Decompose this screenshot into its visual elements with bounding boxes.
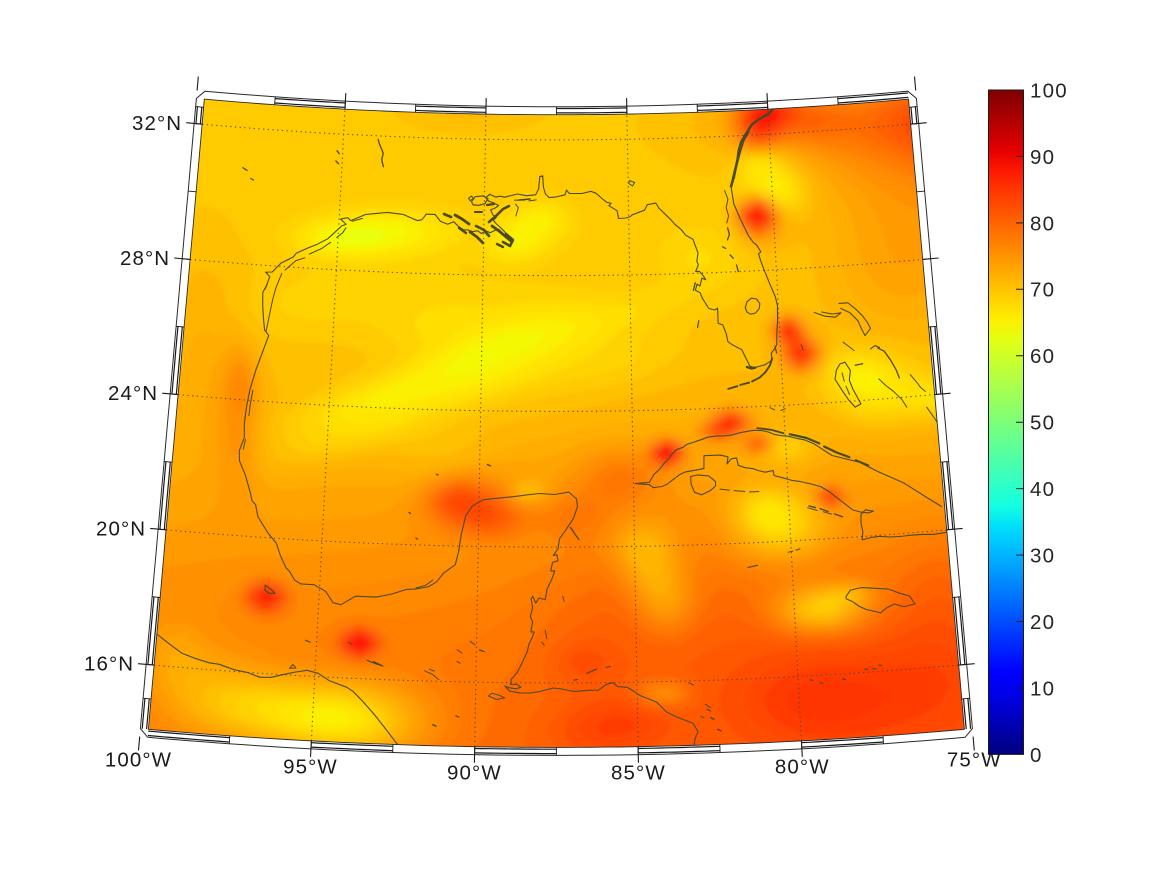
svg-text:80°W: 80°W xyxy=(775,756,830,779)
svg-text:40: 40 xyxy=(1030,478,1055,501)
svg-text:95°W: 95°W xyxy=(283,756,338,779)
svg-text:90°W: 90°W xyxy=(447,761,502,784)
svg-text:100°W: 100°W xyxy=(105,748,172,771)
svg-text:80: 80 xyxy=(1030,212,1055,235)
svg-text:10: 10 xyxy=(1030,677,1055,700)
svg-text:30: 30 xyxy=(1030,545,1055,568)
svg-text:85°W: 85°W xyxy=(611,761,666,784)
svg-text:60: 60 xyxy=(1030,345,1055,368)
svg-text:90: 90 xyxy=(1030,146,1055,169)
svg-text:32°N: 32°N xyxy=(132,112,182,135)
svg-text:20°N: 20°N xyxy=(96,518,146,541)
svg-text:50: 50 xyxy=(1030,412,1055,435)
svg-text:70: 70 xyxy=(1030,279,1055,302)
svg-text:28°N: 28°N xyxy=(120,247,170,270)
svg-text:0: 0 xyxy=(1030,744,1043,767)
svg-text:100: 100 xyxy=(1030,79,1068,102)
svg-text:16°N: 16°N xyxy=(84,653,134,676)
svg-text:75°W: 75°W xyxy=(947,748,1002,771)
svg-text:20: 20 xyxy=(1030,611,1055,634)
svg-text:24°N: 24°N xyxy=(108,382,158,405)
